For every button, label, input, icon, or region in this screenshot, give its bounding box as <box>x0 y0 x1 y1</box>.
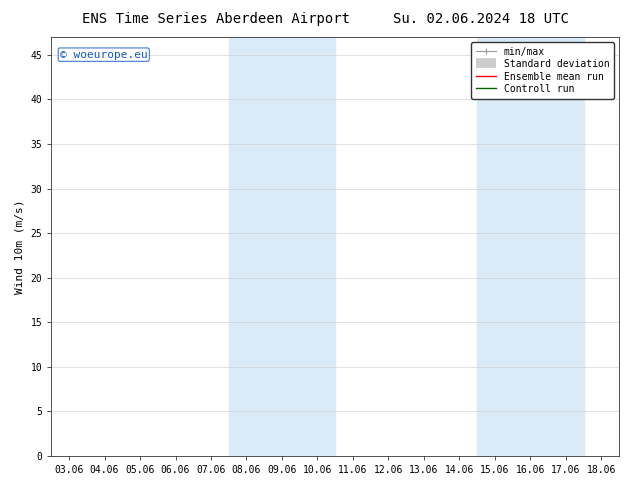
Text: ENS Time Series Aberdeen Airport: ENS Time Series Aberdeen Airport <box>82 12 351 26</box>
Bar <box>229 37 335 456</box>
Text: Su. 02.06.2024 18 UTC: Su. 02.06.2024 18 UTC <box>393 12 569 26</box>
Y-axis label: Wind 10m (m/s): Wind 10m (m/s) <box>15 199 25 294</box>
Text: © woeurope.eu: © woeurope.eu <box>60 49 148 60</box>
Bar <box>477 37 583 456</box>
Legend: min/max, Standard deviation, Ensemble mean run, Controll run: min/max, Standard deviation, Ensemble me… <box>472 42 614 99</box>
